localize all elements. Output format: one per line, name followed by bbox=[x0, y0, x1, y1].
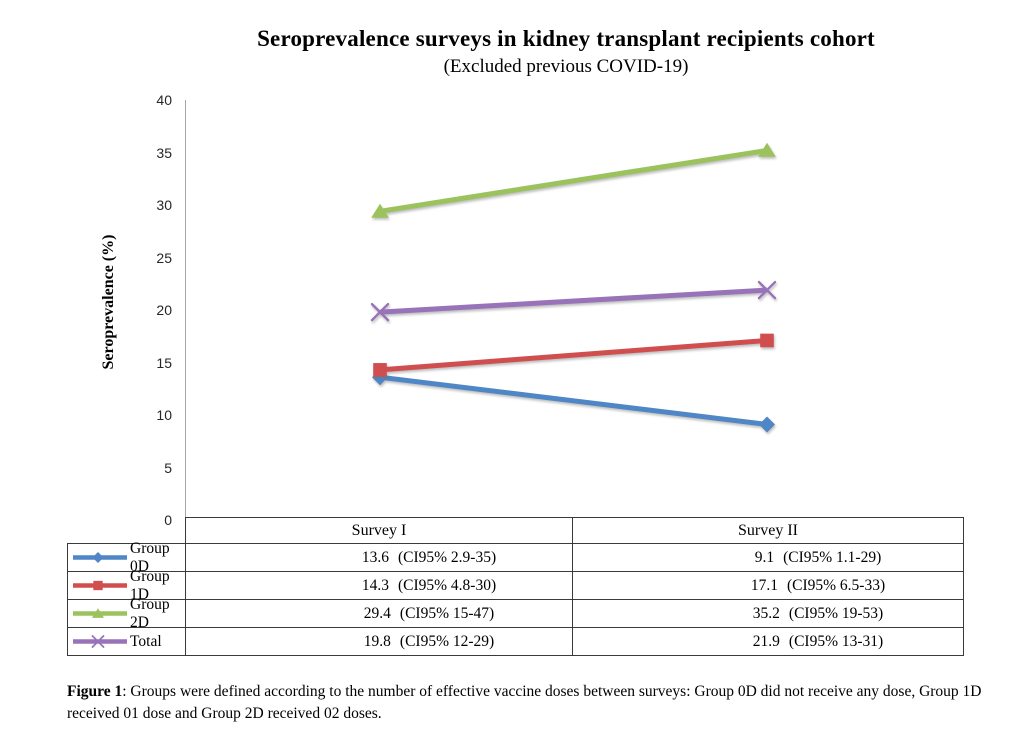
cell-value: 17.1 bbox=[750, 576, 778, 594]
square-marker bbox=[93, 580, 103, 591]
triangle-marker bbox=[758, 142, 776, 157]
chart-subtitle: (Excluded previous COVID-19) bbox=[443, 56, 689, 77]
chart-title: Seroprevalence surveys in kidney transpl… bbox=[257, 26, 875, 51]
legend-key-icon-x-marker bbox=[73, 635, 127, 648]
x-marker bbox=[91, 635, 105, 648]
table-cell-group0d-survey1: 13.6 (CI95% 2.9-35) bbox=[186, 544, 573, 572]
cell-value: 35.2 bbox=[752, 604, 780, 622]
legend-item-group2d: Group 2D bbox=[67, 596, 186, 631]
table-cell-group0d-survey2: 9.1 (CI95% 1.1-29) bbox=[573, 544, 964, 572]
series-group-0d bbox=[372, 369, 775, 433]
cell-ci: (CI95% 1.1-29) bbox=[783, 548, 882, 566]
y-tick-label: 30 bbox=[156, 197, 172, 213]
series-total bbox=[370, 280, 777, 322]
y-tick-label: 40 bbox=[156, 92, 172, 108]
y-tick-label: 25 bbox=[156, 249, 172, 266]
y-tick-label: 5 bbox=[164, 459, 172, 476]
cell-value: 29.4 bbox=[363, 604, 391, 622]
figure-caption: Figure 1: Groups were defined according … bbox=[67, 681, 995, 725]
y-axis-line bbox=[185, 100, 186, 518]
x-marker bbox=[757, 280, 777, 300]
cell-ci: (CI95% 15-47) bbox=[399, 604, 495, 622]
cell-ci: (CI95% 13-31) bbox=[788, 632, 884, 650]
y-axis-title: Seroprevalence (%) bbox=[100, 234, 117, 370]
table-corner-spacer bbox=[67, 517, 186, 544]
legend-label: Group 1D bbox=[130, 567, 170, 603]
table-header-survey2: Survey II bbox=[573, 517, 964, 544]
data-table: Survey I Survey II Group 0D 13.6 (CI95% … bbox=[67, 517, 964, 656]
series-group-1d bbox=[373, 333, 774, 377]
line-chart-plot bbox=[370, 142, 777, 433]
y-tick-label: 0 bbox=[164, 512, 172, 528]
series-group-2d bbox=[371, 142, 776, 218]
legend-item-group1d: Group 1D bbox=[67, 568, 186, 603]
cell-ci: (CI95% 6.5-33) bbox=[786, 576, 886, 594]
diamond-marker bbox=[759, 416, 775, 433]
table-cell-group1d-survey1: 14.3 (CI95% 4.8-30) bbox=[186, 572, 573, 600]
table-cell-total-survey2: 21.9 (CI95% 13-31) bbox=[573, 628, 964, 656]
cell-value: 9.1 bbox=[754, 548, 775, 566]
legend-label: Group 2D bbox=[130, 595, 170, 631]
cell-ci: (CI95% 2.9-35) bbox=[397, 548, 497, 566]
y-tick-label: 15 bbox=[156, 354, 172, 371]
legend-item-total: Total bbox=[67, 628, 186, 656]
table-cell-group1d-survey2: 17.1 (CI95% 6.5-33) bbox=[573, 572, 964, 600]
cell-value: 14.3 bbox=[361, 576, 389, 594]
cell-value: 21.9 bbox=[752, 632, 780, 650]
caption-label: Figure 1 bbox=[67, 683, 123, 700]
legend-label: Total bbox=[130, 632, 162, 650]
legend-key-icon-triangle bbox=[73, 608, 127, 618]
square-marker bbox=[760, 333, 774, 348]
cell-ci: (CI95% 19-53) bbox=[788, 604, 884, 622]
table-header-survey1: Survey I bbox=[186, 517, 573, 544]
table-cell-group2d-survey1: 29.4 (CI95% 15-47) bbox=[186, 600, 573, 628]
square-marker bbox=[373, 363, 387, 377]
y-tick-label: 35 bbox=[156, 144, 172, 161]
cell-ci: (CI95% 4.8-30) bbox=[397, 576, 497, 594]
table-cell-total-survey1: 19.8 (CI95% 12-29) bbox=[186, 628, 573, 656]
cell-ci: (CI95% 12-29) bbox=[399, 632, 495, 650]
cell-value: 19.8 bbox=[363, 632, 391, 650]
diamond-marker bbox=[92, 552, 104, 563]
caption-text: : Groups were defined according to the n… bbox=[67, 683, 982, 722]
legend-key-icon-square bbox=[73, 580, 127, 591]
triangle-marker bbox=[91, 608, 105, 618]
triangle-marker bbox=[371, 203, 389, 218]
y-tick-label: 10 bbox=[156, 407, 172, 423]
x-marker bbox=[370, 302, 390, 322]
legend-item-group0d: Group 0D bbox=[67, 540, 186, 575]
table-cell-group2d-survey2: 35.2 (CI95% 19-53) bbox=[573, 600, 964, 628]
y-tick-label: 20 bbox=[156, 302, 172, 318]
legend-label: Group 0D bbox=[130, 539, 170, 575]
legend-key-icon-diamond bbox=[73, 552, 127, 563]
cell-value: 13.6 bbox=[361, 548, 389, 566]
